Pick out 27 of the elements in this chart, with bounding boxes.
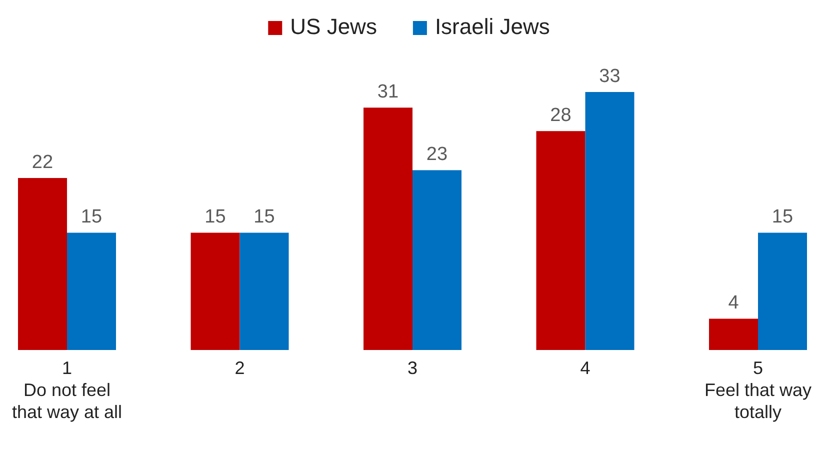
data-label: 22 — [32, 152, 54, 173]
x-tick-label: 5 Feel that way totally — [704, 358, 812, 422]
x-tick-label: 3 — [407, 358, 418, 378]
data-label: 15 — [204, 206, 226, 228]
bar — [758, 232, 807, 350]
x-tick-label: 2 — [234, 358, 245, 378]
data-label: 23 — [426, 144, 448, 166]
bar — [18, 178, 67, 350]
data-label: 28 — [550, 105, 572, 126]
bar — [240, 232, 289, 350]
data-label: 31 — [377, 82, 399, 103]
bar — [536, 131, 586, 350]
x-tick-label: 1 Do not feel that way at all — [12, 358, 122, 422]
bar — [67, 232, 116, 350]
data-label: 15 — [80, 206, 102, 228]
bar — [412, 170, 462, 350]
data-label: 33 — [599, 66, 620, 87]
bar — [190, 232, 240, 350]
bar — [709, 318, 758, 350]
data-label: 4 — [728, 292, 740, 314]
x-tick-label: 4 — [580, 358, 590, 378]
legend-label: US Jews — [290, 14, 377, 39]
bar — [364, 108, 412, 350]
legend-label: Israeli Jews — [434, 14, 550, 39]
data-label: 15 — [772, 206, 794, 228]
bar — [585, 92, 634, 350]
data-label: 15 — [254, 206, 275, 228]
